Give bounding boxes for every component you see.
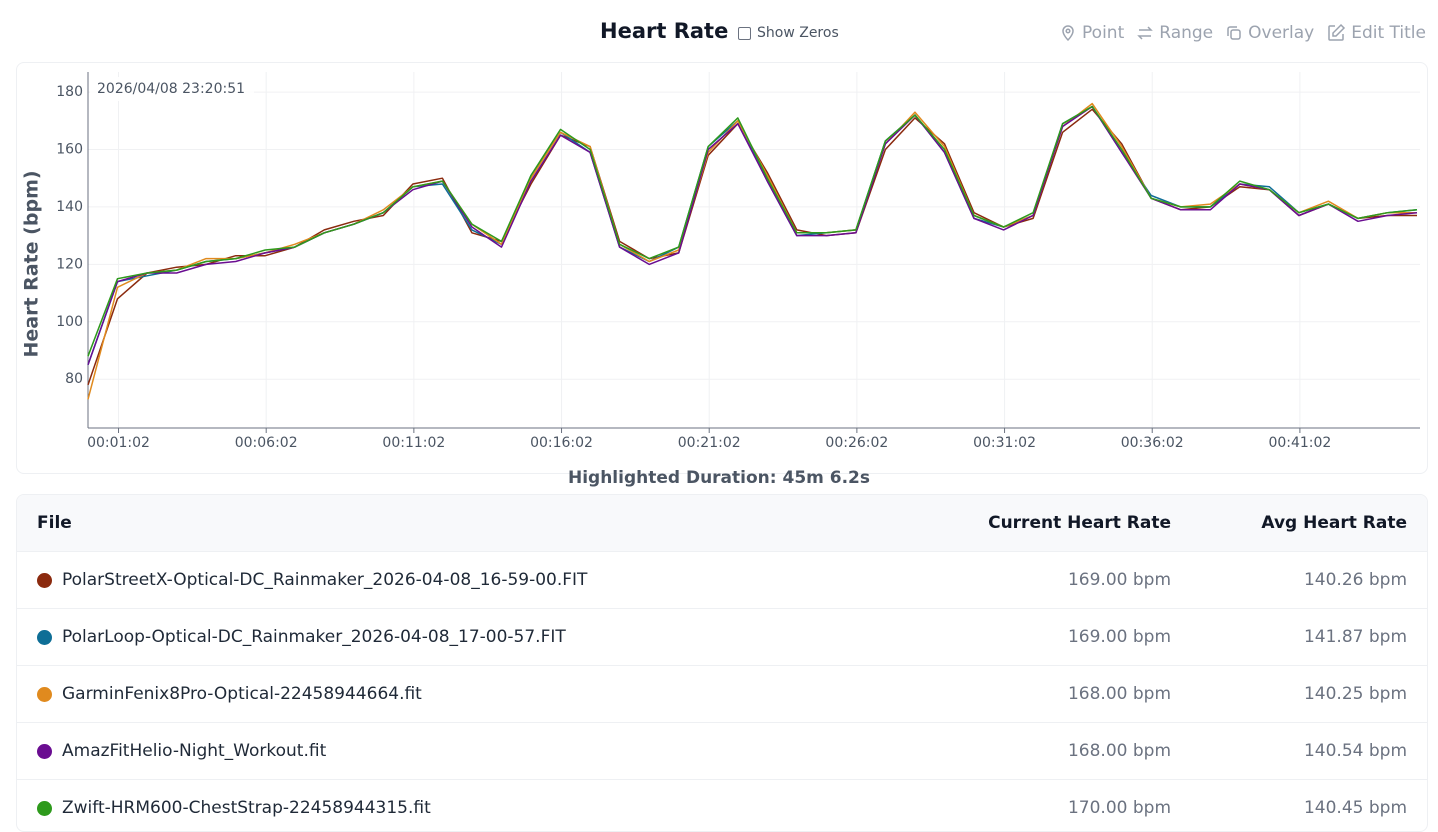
file-cell: AmazFitHelio-Night_Workout.fit <box>17 741 911 761</box>
tool-label: Range <box>1159 23 1214 43</box>
x-tick-label: 00:01:02 <box>87 435 150 451</box>
table-row: AmazFitHelio-Night_Workout.fit 168.00 bpm… <box>17 722 1427 779</box>
table: File Current Heart Rate Avg Heart Rate Pola… <box>16 494 1428 832</box>
value-cell: 140.26 bpm <box>1303 570 1407 590</box>
value-cell: 140.25 bpm <box>1303 684 1407 704</box>
color-dot <box>37 629 52 645</box>
file-name: PolarLoop-Optical-DC_Rainmaker_2026-04-0… <box>62 627 566 647</box>
table-row: Zwift-HRM600-ChestStrap-22458944315.fit 1… <box>17 779 1427 831</box>
table-row: GarminFenix8Pro-Optical-22458944664.fit 1… <box>17 665 1427 722</box>
color-dot <box>37 743 52 759</box>
x-tick-label: 00:36:02 <box>1121 435 1184 451</box>
color-dot <box>37 800 52 816</box>
duration: Highlighted Duration: 45m 6.2s <box>567 468 871 488</box>
toolbar: Point Range Overlay Edit Title <box>1059 23 1426 43</box>
tool-label: Edit Title <box>1351 23 1426 43</box>
chart-card <box>16 62 1428 474</box>
y-tick-label: 140 <box>56 199 83 215</box>
file-name: AmazFitHelio-Night_Workout.fit <box>62 741 327 761</box>
tool-point[interactable]: Point <box>1059 23 1124 43</box>
show-zeros[interactable]: Show Zeros <box>738 25 839 41</box>
file-cell: PolarStreetX-Optical-DC_Rainmaker_2026-0… <box>17 570 911 590</box>
series-line <box>87 105 1418 357</box>
tooltip: 2026/04/08 23:20:51 <box>97 81 245 97</box>
file-cell: PolarLoop-Optical-DC_Rainmaker_2026-04-0… <box>17 627 911 647</box>
icon <box>1062 25 1074 42</box>
value-cell: 141.87 bpm <box>1303 627 1407 647</box>
column-header: File <box>37 513 72 533</box>
value-cell: 169.00 bpm <box>1067 627 1171 647</box>
x-tick-label: 00:16:02 <box>530 435 593 451</box>
file-name: Zwift-HRM600-ChestStrap-22458944315.fit <box>62 798 431 818</box>
tool-range[interactable]: Range <box>1136 23 1213 43</box>
table-header: File Current Heart Rate Avg Heart Rate <box>17 495 1427 551</box>
y-tick-label: 80 <box>65 371 83 387</box>
file-name: GarminFenix8Pro-Optical-22458944664.fit <box>62 684 422 704</box>
y-tick-label: 120 <box>56 256 83 272</box>
tooltip-box <box>90 77 254 101</box>
value-cell: 140.45 bpm <box>1303 798 1407 818</box>
checkbox[interactable] <box>738 26 751 40</box>
chart: Heart Rate (bpm) 80 100 120 140 160 180 00:01:… <box>21 72 1420 451</box>
page-title: Heart Rate <box>600 19 729 43</box>
y-tick-label: 160 <box>56 142 83 158</box>
color-dot <box>37 572 52 588</box>
x-tick-label: 00:21:02 <box>678 435 741 451</box>
series-line <box>87 105 1418 366</box>
x-tick-label: 00:41:02 <box>1268 435 1331 451</box>
x-tick-label: 00:06:02 <box>235 435 298 451</box>
value-cell: 168.00 bpm <box>1067 684 1171 704</box>
y-tick-label: 100 <box>56 314 83 330</box>
value-cell: 168.00 bpm <box>1067 741 1171 761</box>
value-cell: 169.00 bpm <box>1067 570 1171 590</box>
value-cell: 140.54 bpm <box>1303 741 1407 761</box>
x-tick-label: 00:11:02 <box>382 435 445 451</box>
file-cell: GarminFenix8Pro-Optical-22458944664.fit <box>17 684 911 704</box>
checkbox-label: Show Zeros <box>757 25 839 41</box>
color-dot <box>37 686 52 702</box>
tool-label: Point <box>1082 23 1125 43</box>
table-row: PolarLoop-Optical-DC_Rainmaker_2026-04-0… <box>17 608 1427 665</box>
column-header: Current Heart Rate <box>988 513 1171 533</box>
column-header: Avg Heart Rate <box>1261 513 1407 533</box>
y-axis-label: Heart Rate (bpm) <box>21 170 43 357</box>
value-cell: 170.00 bpm <box>1067 798 1171 818</box>
tool-overlay[interactable]: Overlay <box>1225 23 1314 43</box>
icon <box>1137 26 1154 40</box>
icon <box>1227 26 1241 40</box>
icon <box>1328 23 1346 41</box>
tool-label: Overlay <box>1248 23 1315 43</box>
file-cell: Zwift-HRM600-ChestStrap-22458944315.fit <box>17 798 911 818</box>
file-name: PolarStreetX-Optical-DC_Rainmaker_2026-0… <box>62 570 588 590</box>
tool-edit-title[interactable]: Edit Title <box>1326 23 1426 43</box>
y-tick-label: 180 <box>56 84 83 100</box>
series-line <box>87 105 1418 366</box>
x-tick-label: 00:26:02 <box>825 435 888 451</box>
x-tick-label: 00:31:02 <box>973 435 1036 451</box>
table-row: PolarStreetX-Optical-DC_Rainmaker_2026-0… <box>17 551 1427 608</box>
